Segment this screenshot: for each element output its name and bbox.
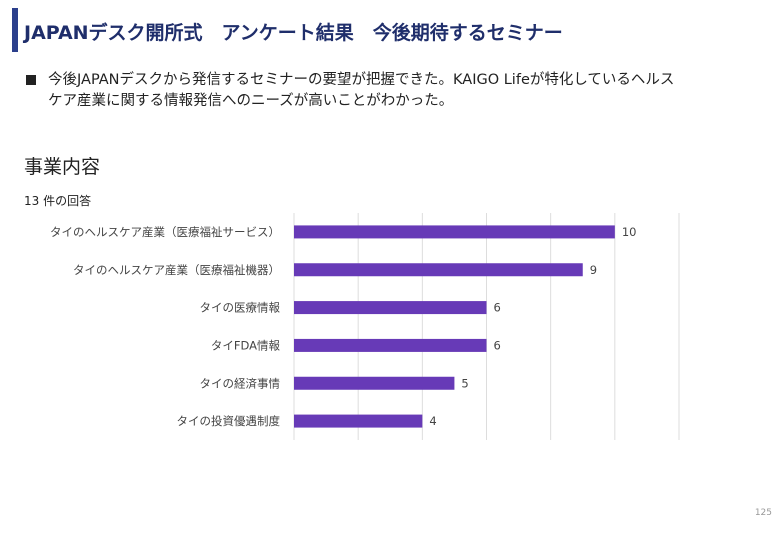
data-label: 6 [494,301,501,315]
bar-chart: タイのヘルスケア産業（医療福祉サービス） 10 タイのヘルスケア産業（医療福祉機器）… [50,213,680,440]
category-label: タイの医療情報 [200,301,281,315]
bar [294,376,455,390]
section-heading: 事業内容 [24,156,101,178]
square-bullet-icon [26,75,36,85]
bar [294,263,583,277]
summary-text: 今後JAPANデスクから発信するセミナーの要望が把握できた。KAIGO Life… [48,70,762,112]
title-accent-bar [12,8,18,52]
data-label: 6 [494,338,501,352]
summary-bullet: 今後JAPANデスクから発信するセミナーの要望が把握できた。KAIGO Life… [22,70,762,112]
summary-line-2: ケア産業に関する情報発信へのニーズが高いことがわかった。 [48,93,454,109]
response-count: 13 件の回答 [24,194,92,208]
bar [294,338,487,352]
bar [294,301,487,315]
data-label: 9 [590,263,597,277]
category-label: タイFDA情報 [211,338,281,352]
data-label: 5 [461,376,468,390]
bar [294,414,423,428]
data-label: 10 [622,225,637,239]
data-label: 4 [429,414,436,428]
bar [294,225,615,239]
category-label: タイの経済事情 [200,376,281,390]
category-label: タイのヘルスケア産業（医療福祉サービス） [50,225,280,239]
category-label: タイのヘルスケア産業（医療福祉機器） [73,263,280,277]
page-title: JAPANデスク開所式 アンケート結果 今後期待するセミナー [24,22,563,44]
summary-line-1: 今後JAPANデスクから発信するセミナーの要望が把握できた。KAIGO Life… [48,72,675,88]
category-label: タイの投資優遇制度 [177,414,281,428]
page-number: 125 [754,508,772,518]
